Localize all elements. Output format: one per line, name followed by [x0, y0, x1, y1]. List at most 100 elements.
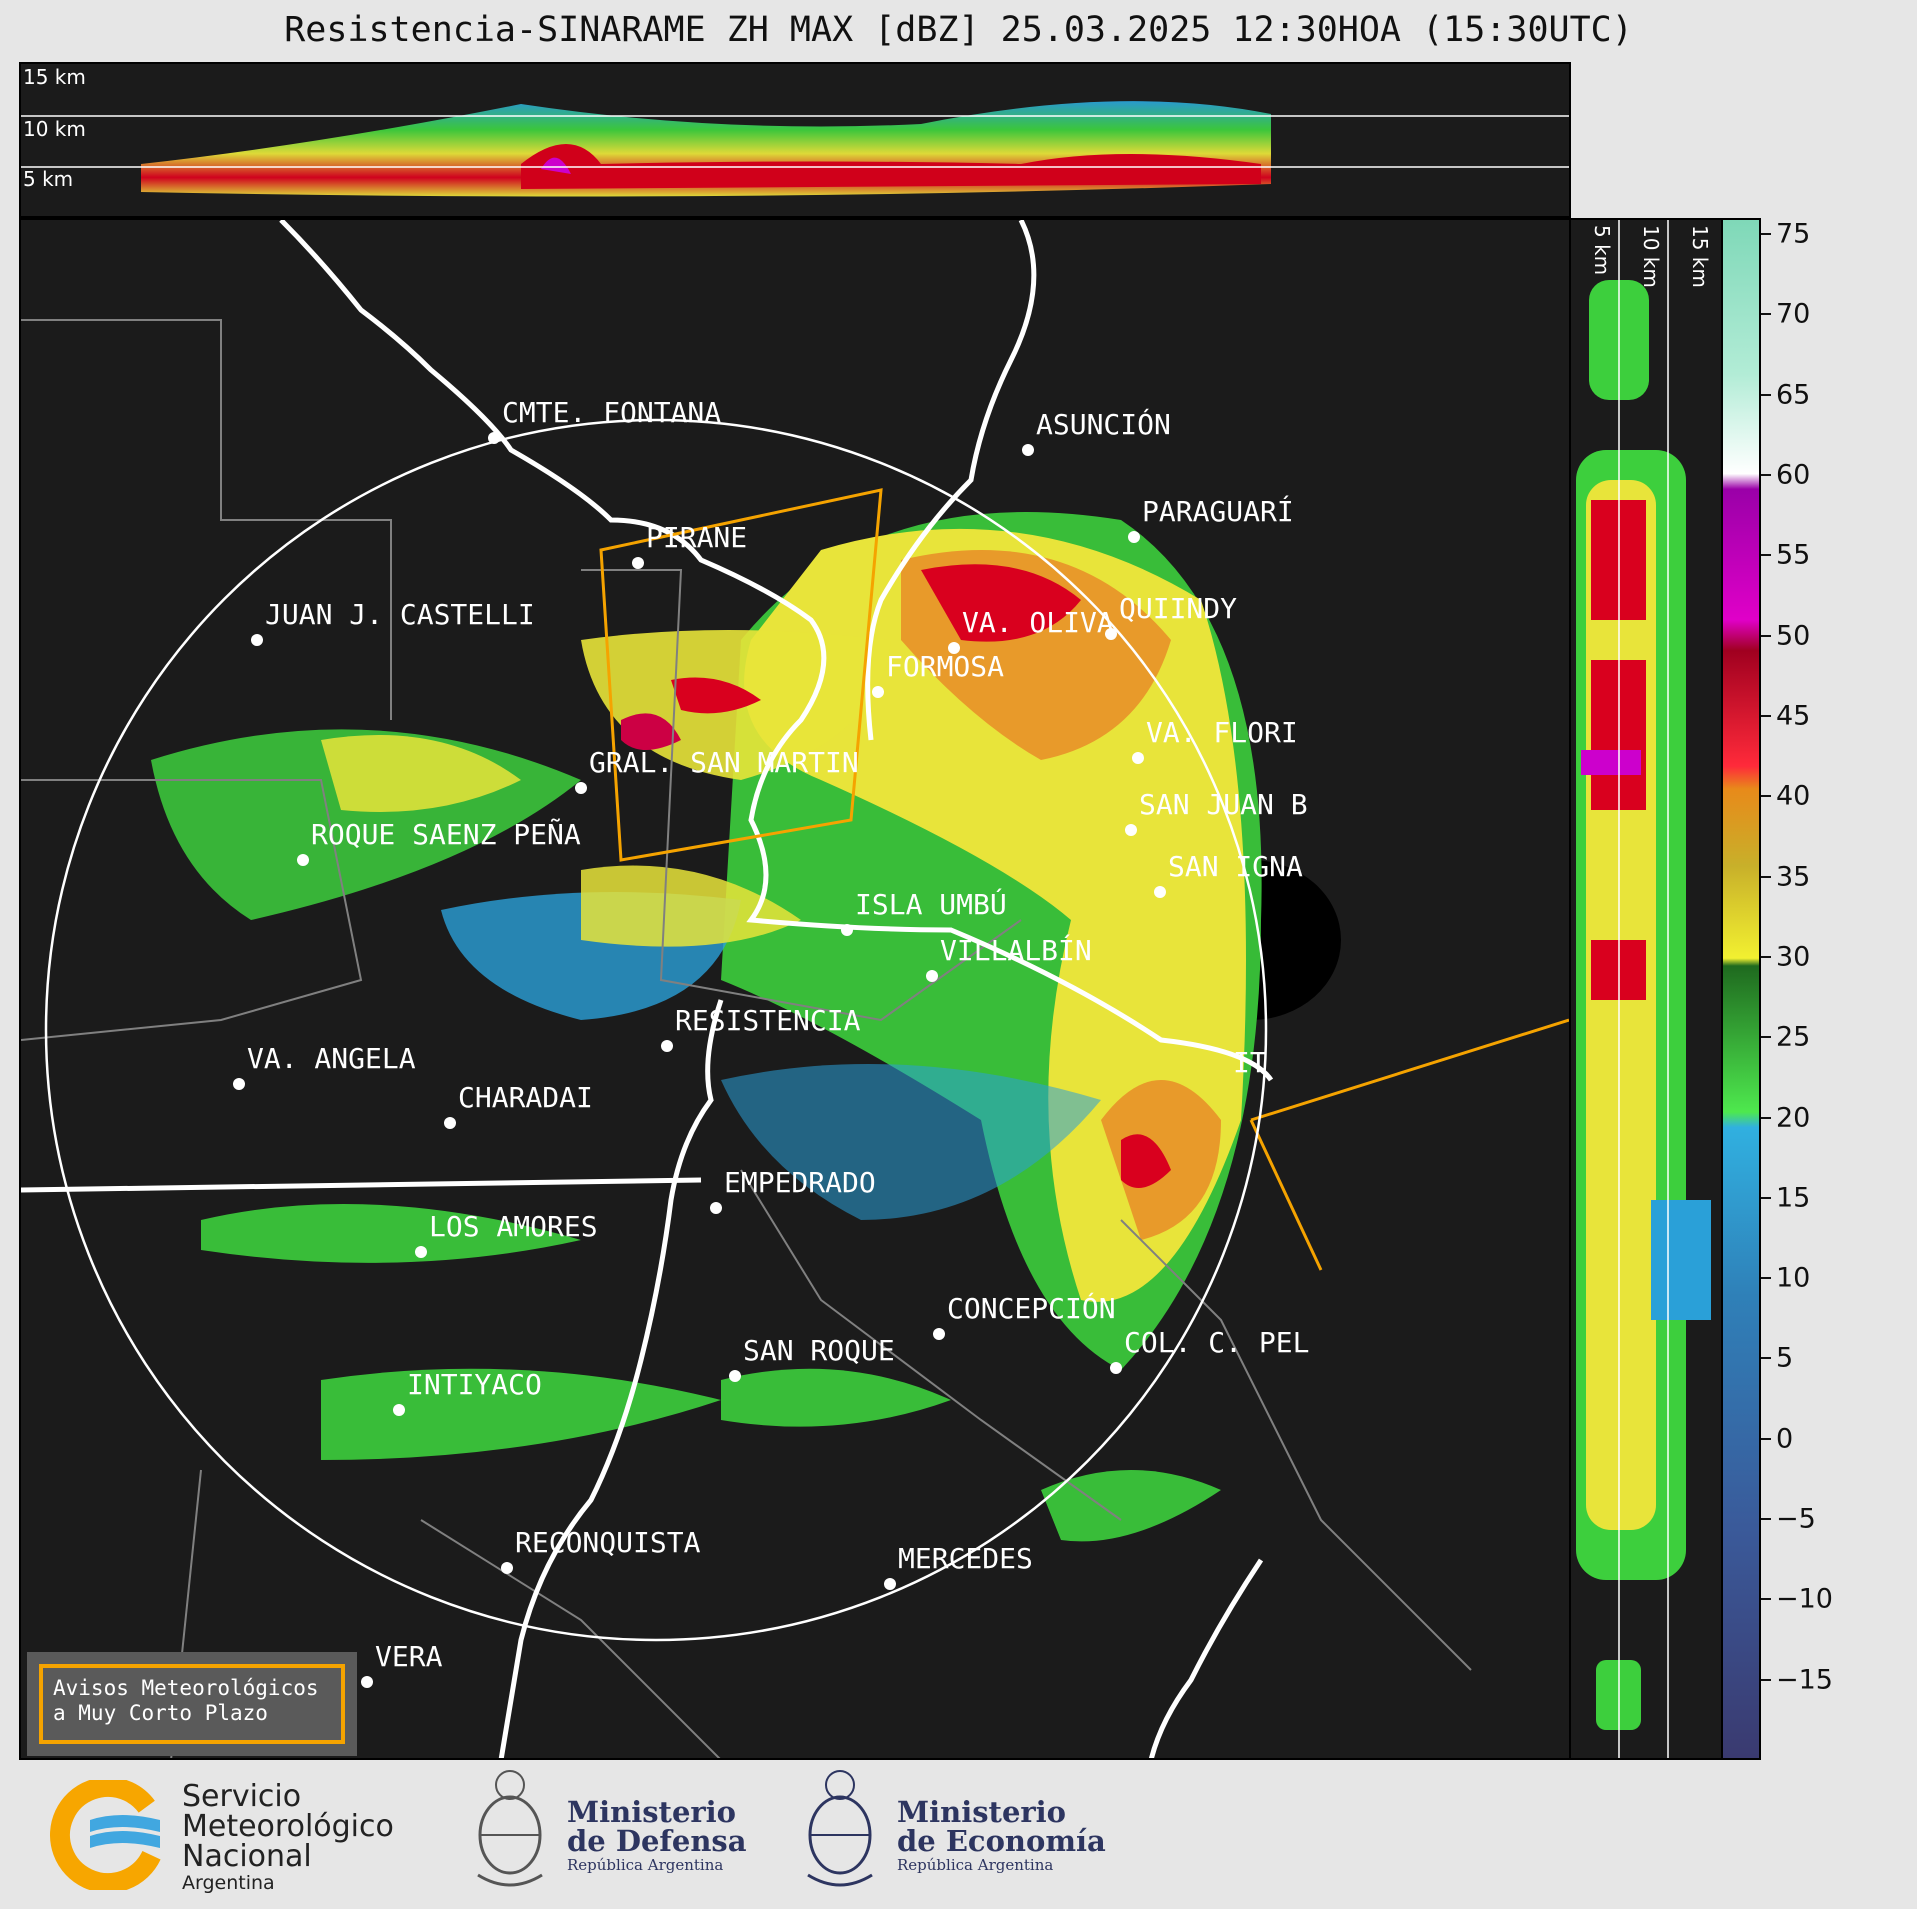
city-label: SAN ROQUE: [743, 1334, 895, 1367]
colorbar-tick-label: 60: [1776, 459, 1811, 491]
city-label: FORMOSA: [886, 650, 1004, 683]
warning-line-1: Avisos Meteorológicos: [53, 1676, 319, 1700]
colorbar-tick-label: −5: [1776, 1503, 1816, 1535]
colorbar-tick-label: 45: [1776, 700, 1811, 732]
smn-emblem-icon: [50, 1780, 166, 1890]
colorbar-tick-label: 40: [1776, 780, 1811, 812]
defensa-crest-icon: [470, 1765, 550, 1895]
colorbar-tick-mark: [1761, 1196, 1771, 1199]
city-label: INTIYACO: [407, 1368, 542, 1401]
colorbar-tick-label: 55: [1776, 539, 1811, 571]
colorbar-tick-label: 0: [1776, 1423, 1794, 1455]
alt-label-15km: 15 km: [23, 65, 86, 89]
city-label: CMTE. FONTANA: [502, 396, 721, 429]
page-title: Resistencia-SINARAME ZH MAX [dBZ] 25.03.…: [284, 10, 1633, 50]
alt-label-10km: 10 km: [23, 117, 86, 141]
colorbar-tick-mark: [1761, 233, 1771, 236]
colorbar-tick-mark: [1761, 393, 1771, 396]
smn-logo: [50, 1780, 170, 1890]
range-ring: [44, 418, 1268, 1642]
colorbar-tick-label: 35: [1776, 861, 1811, 893]
warning-polygons: [599, 488, 1569, 1271]
city-label: LOS AMORES: [429, 1210, 598, 1243]
city-label: RECONQUISTA: [515, 1526, 701, 1559]
colorbar-tick-label: 15: [1776, 1182, 1811, 1214]
city-label: PIRANE: [646, 521, 747, 554]
colorbar-tick-label: 10: [1776, 1262, 1811, 1294]
colorbar-tick-mark: [1761, 1678, 1771, 1681]
rivers: [21, 220, 1274, 1758]
city-label: COL. C. PEL: [1124, 1326, 1309, 1359]
defensa-line-1: Ministerio: [567, 1795, 737, 1829]
city-label: IT: [1233, 1046, 1267, 1079]
warning-line-2: a Muy Corto Plazo: [53, 1701, 268, 1726]
colorbar-tick-label: 25: [1776, 1021, 1811, 1053]
radar-map[interactable]: CMTE. FONTANA ASUNCIÓN PARAGUARÍ PIRANE …: [19, 218, 1571, 1760]
economia-line-2: de Economía: [897, 1824, 1106, 1858]
city-label: VILLALBÍN: [940, 933, 1092, 967]
colorbar-tick-mark: [1761, 1277, 1771, 1280]
colorbar-tick-mark: [1761, 795, 1771, 798]
city-label: CONCEPCIÓN: [947, 1291, 1116, 1325]
colorbar-tick-mark: [1761, 554, 1771, 557]
colorbar-tick-label: 30: [1776, 941, 1811, 973]
defensa-line-3: República Argentina: [567, 1856, 724, 1874]
smn-line-4: Argentina: [182, 1872, 275, 1894]
side-altitude-panel: 5 km 10 km 15 km: [1569, 218, 1723, 1760]
defensa-logo-text: Ministerio de Defensa República Argentin…: [567, 1795, 747, 1875]
smn-line-2: Meteorológico: [182, 1809, 394, 1844]
defensa-line-2: de Defensa: [567, 1824, 747, 1858]
colorbar-tick-mark: [1761, 1518, 1771, 1521]
warning-link-box[interactable]: Avisos Meteorológicos a Muy Corto Plazo: [27, 1652, 357, 1756]
colorbar-tick-mark: [1761, 634, 1771, 637]
colorbar-tick-label: 75: [1776, 218, 1811, 250]
smn-line-3: Nacional: [182, 1839, 312, 1874]
city-label: VA. FLORI: [1146, 716, 1298, 749]
city-markers: CMTE. FONTANA ASUNCIÓN PARAGUARÍ PIRANE …: [233, 396, 1309, 1688]
city-label: VA. ANGELA: [247, 1042, 416, 1075]
city-label: SAN IGNA: [1168, 850, 1303, 883]
colorbar-tick-mark: [1761, 875, 1771, 878]
colorbar-tick-label: 20: [1776, 1102, 1811, 1133]
colorbar-tick-mark: [1761, 1116, 1771, 1119]
economia-line-1: Ministerio: [897, 1795, 1067, 1829]
colorbar-tick-mark: [1761, 714, 1771, 717]
city-label: PARAGUARÍ: [1142, 494, 1294, 528]
city-label: GRAL. SAN MARTIN: [589, 746, 859, 779]
colorbar-tick-mark: [1761, 1357, 1771, 1360]
city-label: ASUNCIÓN: [1036, 407, 1171, 441]
city-label: SAN JUAN B: [1139, 788, 1308, 821]
city-label: VA. OLIVA: [962, 606, 1114, 639]
colorbar-tick-mark: [1761, 313, 1771, 316]
smn-line-1: Servicio: [182, 1779, 302, 1814]
city-label: JUAN J. CASTELLI: [265, 598, 535, 631]
colorbar-tick-mark: [1761, 1437, 1771, 1440]
colorbar-tick-label: −10: [1776, 1583, 1833, 1615]
alt-label-5km: 5 km: [23, 167, 73, 191]
alt-label-5km: 5 km: [1590, 225, 1614, 275]
colorbar-tick-mark: [1761, 1036, 1771, 1039]
colorbar-tick-mark: [1761, 1598, 1771, 1601]
colorbar-tick-mark: [1761, 474, 1771, 476]
city-label: QUIINDY: [1119, 592, 1237, 625]
colorbar-tick-label: 70: [1776, 298, 1811, 330]
city-label: ISLA UMBÚ: [855, 887, 1007, 921]
city-label: CHARADAI: [458, 1081, 593, 1114]
dbz-colorbar: [1721, 218, 1761, 1760]
smn-logo-text: Servicio Meteorológico Nacional Argentin…: [182, 1779, 394, 1895]
colorbar-tick-label: 50: [1776, 620, 1811, 652]
economia-crest-icon: [800, 1765, 880, 1895]
economia-logo-text: Ministerio de Economía República Argenti…: [897, 1795, 1106, 1875]
alt-label-10km: 10 km: [1639, 225, 1663, 288]
city-label: MERCEDES: [898, 1542, 1033, 1575]
city-label: RESISTENCIA: [675, 1004, 861, 1037]
city-label: VERA: [375, 1640, 443, 1673]
colorbar-tick-label: 65: [1776, 379, 1811, 411]
colorbar-tick-label: −15: [1776, 1664, 1833, 1696]
top-altitude-panel: 15 km 10 km 5 km: [19, 62, 1571, 218]
city-label: EMPEDRADO: [724, 1166, 876, 1199]
colorbar-tick-mark: [1761, 955, 1771, 958]
alt-label-15km: 15 km: [1688, 225, 1712, 288]
city-label: ROQUE SAENZ PEÑA: [311, 817, 581, 851]
economia-line-3: República Argentina: [897, 1856, 1054, 1874]
